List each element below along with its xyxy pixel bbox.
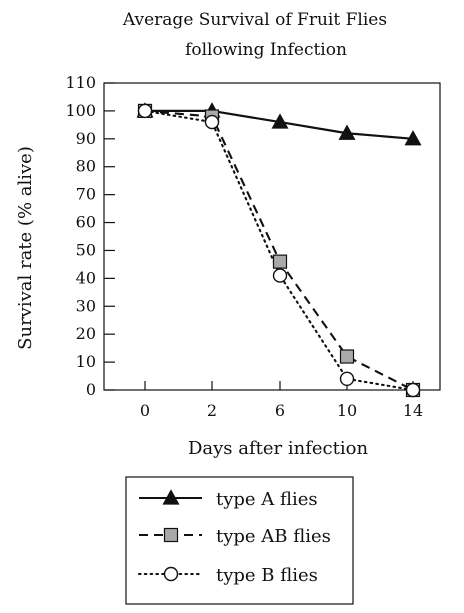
- y-tick-label: 90: [76, 129, 96, 148]
- legend-marker-type-a-flies: [162, 489, 180, 505]
- chart-title-line-2: following Infection: [185, 40, 347, 60]
- y-tick-label: 40: [76, 268, 96, 287]
- series-line-type-ab-flies: [144, 109, 414, 391]
- y-tick-label: 80: [76, 157, 96, 176]
- legend-item-type-ab-flies: type AB flies: [139, 526, 331, 547]
- series-layer: [136, 102, 422, 398]
- series-markers-type-a-flies: [136, 102, 422, 146]
- y-tick-label: 10: [76, 352, 96, 371]
- data-point-type-b-flies: [137, 103, 153, 119]
- y-tick-label: 30: [76, 296, 96, 315]
- series-line-type-b-flies: [143, 109, 415, 392]
- y-axis-ticks: 0 10 20 30 40 50 60 70 80 90 100 110: [65, 73, 115, 399]
- y-tick-label: 0: [86, 380, 96, 399]
- x-axis-ticks: 0 2 6 10 14: [140, 381, 423, 420]
- legend-label-type-a-flies: type A flies: [216, 489, 318, 510]
- x-tick-label: 6: [275, 401, 285, 420]
- legend-label-type-b-flies: type B flies: [216, 565, 318, 586]
- data-point-type-a-flies: [404, 130, 422, 146]
- y-tick-label: 100: [65, 101, 96, 120]
- legend-item-type-a-flies: type A flies: [139, 489, 318, 510]
- series-type-b-flies: [143, 109, 415, 392]
- y-tick-label: 60: [76, 213, 96, 232]
- series-type-ab-flies: [144, 109, 414, 391]
- data-point-type-a-flies: [271, 113, 289, 129]
- data-point-type-ab-flies: [272, 254, 288, 269]
- x-tick-label: 2: [207, 401, 217, 420]
- y-axis-label: Survival rate (% alive): [15, 146, 36, 350]
- legend: type A flies type AB flies type B flies: [125, 476, 354, 605]
- series-markers-type-b-flies: [137, 103, 421, 398]
- data-point-type-ab-flies: [339, 349, 355, 364]
- x-tick-label: 14: [403, 401, 423, 420]
- y-tick-label: 20: [76, 324, 96, 343]
- data-point-type-b-flies: [272, 268, 288, 283]
- x-tick-label: 10: [337, 401, 357, 420]
- y-tick-label: 110: [65, 73, 96, 92]
- plot-frame: [103, 82, 441, 391]
- x-tick-label: 0: [140, 401, 150, 420]
- data-point-type-b-flies: [339, 371, 355, 387]
- chart-title-line-1: Average Survival of Fruit Flies: [122, 10, 387, 30]
- x-axis-label: Days after infection: [188, 438, 368, 459]
- data-point-type-a-flies: [338, 124, 356, 140]
- legend-item-type-b-flies: type B flies: [137, 565, 318, 586]
- y-tick-label: 50: [76, 240, 96, 259]
- legend-marker-type-b-flies: [163, 566, 179, 582]
- legend-label-type-ab-flies: type AB flies: [216, 526, 331, 547]
- plot-area: [103, 82, 441, 391]
- data-point-type-b-flies: [204, 114, 220, 130]
- y-tick-label: 70: [76, 185, 96, 204]
- series-markers-type-ab-flies: [137, 103, 421, 398]
- legend-marker-type-ab-flies: [163, 527, 179, 543]
- data-point-type-b-flies: [405, 382, 421, 398]
